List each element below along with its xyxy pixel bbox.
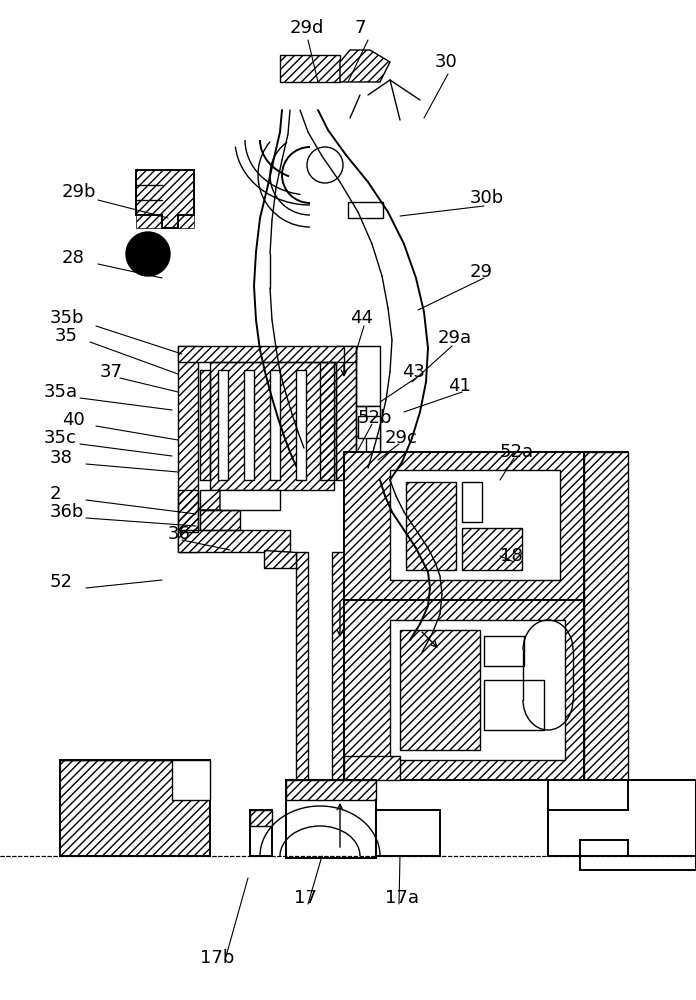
Bar [244, 370, 254, 480]
Text: 37: 37 [100, 363, 123, 381]
Polygon shape [250, 810, 272, 856]
Text: 28: 28 [62, 249, 85, 267]
Bar [200, 510, 240, 530]
Text: 43: 43 [402, 363, 425, 381]
Text: 41: 41 [448, 377, 471, 395]
Text: 40: 40 [62, 411, 85, 429]
Polygon shape [178, 530, 290, 552]
Bar [296, 370, 306, 480]
Text: 17b: 17b [200, 949, 235, 967]
Polygon shape [344, 600, 584, 780]
Bar [390, 620, 565, 760]
Bar [200, 370, 210, 480]
Text: 17: 17 [294, 889, 317, 907]
Text: 52b: 52b [358, 409, 393, 427]
Circle shape [126, 232, 170, 276]
Polygon shape [344, 756, 400, 780]
Bar [462, 528, 522, 570]
Text: 18: 18 [500, 547, 523, 565]
Polygon shape [548, 780, 696, 840]
Polygon shape [60, 760, 210, 800]
Bar [484, 636, 524, 666]
Bar [356, 346, 380, 406]
Text: 2: 2 [50, 485, 61, 503]
Text: 52a: 52a [500, 443, 534, 461]
Text: 29c: 29c [385, 429, 418, 447]
Bar [210, 362, 334, 490]
Bar [218, 370, 228, 480]
Polygon shape [178, 346, 356, 362]
Bar [484, 680, 544, 730]
Bar [366, 406, 380, 462]
Bar [356, 406, 366, 436]
Bar [270, 370, 280, 480]
Polygon shape [332, 552, 344, 780]
Text: 29b: 29b [62, 183, 97, 201]
Polygon shape [178, 346, 198, 552]
Polygon shape [376, 810, 440, 856]
Polygon shape [336, 346, 356, 480]
Polygon shape [584, 452, 628, 780]
Text: 29a: 29a [438, 329, 472, 347]
Polygon shape [250, 810, 272, 826]
Text: 30b: 30b [470, 189, 504, 207]
Bar [358, 416, 380, 438]
Polygon shape [340, 50, 390, 82]
Polygon shape [264, 550, 296, 568]
Bar [370, 456, 380, 478]
Text: 29d: 29d [290, 19, 324, 37]
Text: 36: 36 [168, 525, 191, 543]
Text: 29: 29 [470, 263, 493, 281]
Bar [348, 202, 383, 218]
Bar [406, 482, 456, 570]
Text: 38: 38 [50, 449, 73, 467]
Text: 30: 30 [435, 53, 458, 71]
Bar [356, 436, 380, 462]
Polygon shape [136, 170, 194, 228]
Polygon shape [296, 552, 308, 780]
Text: 35: 35 [55, 327, 78, 345]
Polygon shape [580, 840, 628, 856]
Polygon shape [344, 452, 584, 600]
Text: 36b: 36b [50, 503, 84, 521]
Polygon shape [280, 55, 340, 82]
Text: 17a: 17a [385, 889, 419, 907]
Polygon shape [296, 780, 344, 810]
Polygon shape [286, 780, 376, 858]
Polygon shape [60, 760, 210, 856]
Text: 35b: 35b [50, 309, 84, 327]
Bar [462, 482, 482, 522]
Polygon shape [548, 780, 696, 856]
Polygon shape [286, 780, 376, 800]
Polygon shape [580, 840, 696, 870]
Text: 7: 7 [355, 19, 367, 37]
Text: 35c: 35c [44, 429, 77, 447]
Bar [390, 470, 560, 580]
Text: 52: 52 [50, 573, 73, 591]
Bar [136, 170, 194, 228]
Text: 35a: 35a [44, 383, 78, 401]
Bar [400, 630, 480, 750]
Text: 44: 44 [350, 309, 373, 327]
Bar [200, 490, 280, 510]
Bar [320, 362, 336, 480]
